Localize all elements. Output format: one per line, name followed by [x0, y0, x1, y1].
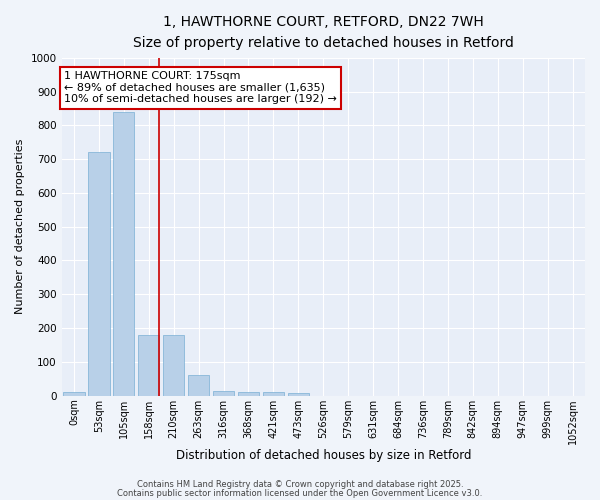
Text: 1 HAWTHORNE COURT: 175sqm
← 89% of detached houses are smaller (1,635)
10% of se: 1 HAWTHORNE COURT: 175sqm ← 89% of detac…	[64, 71, 337, 104]
Text: Contains HM Land Registry data © Crown copyright and database right 2025.: Contains HM Land Registry data © Crown c…	[137, 480, 463, 489]
Title: 1, HAWTHORNE COURT, RETFORD, DN22 7WH
Size of property relative to detached hous: 1, HAWTHORNE COURT, RETFORD, DN22 7WH Si…	[133, 15, 514, 50]
Bar	[163, 335, 184, 396]
Bar	[213, 390, 234, 396]
Bar	[64, 392, 85, 396]
Bar	[238, 392, 259, 396]
Bar	[263, 392, 284, 396]
Bar	[188, 376, 209, 396]
X-axis label: Distribution of detached houses by size in Retford: Distribution of detached houses by size …	[176, 450, 471, 462]
Text: Contains public sector information licensed under the Open Government Licence v3: Contains public sector information licen…	[118, 488, 482, 498]
Bar	[113, 112, 134, 396]
Y-axis label: Number of detached properties: Number of detached properties	[15, 139, 25, 314]
Bar	[88, 152, 110, 396]
Bar	[288, 393, 309, 396]
Bar	[138, 335, 160, 396]
